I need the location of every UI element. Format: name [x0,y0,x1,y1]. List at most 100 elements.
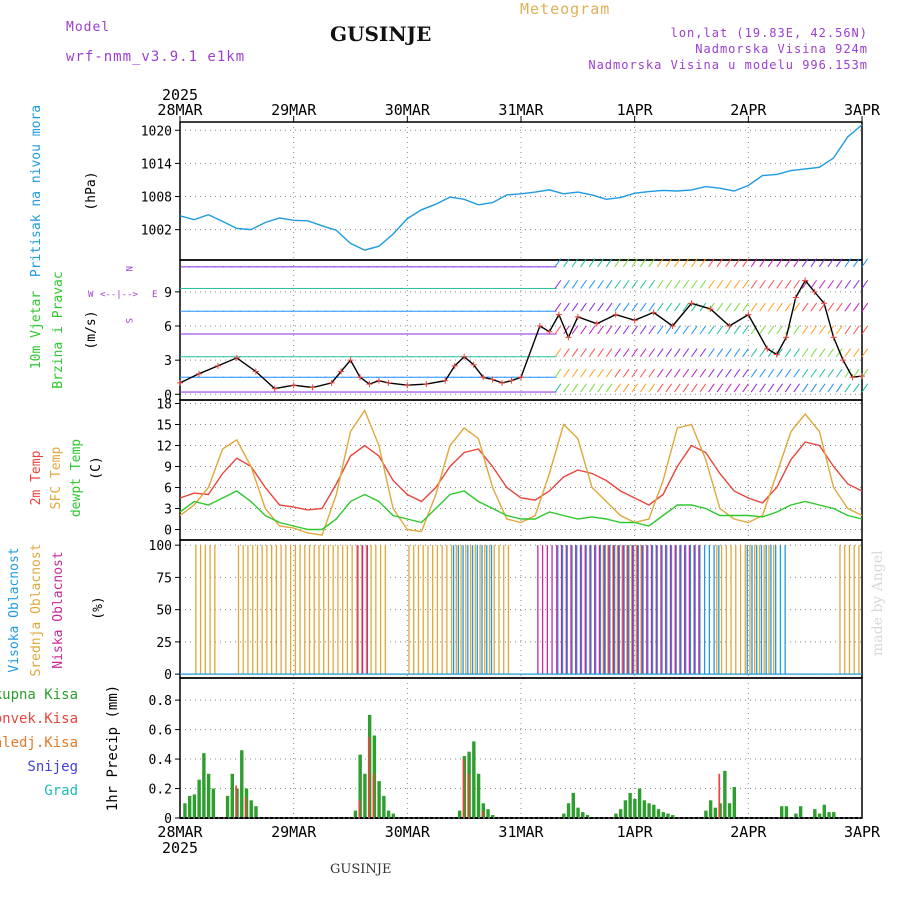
wind-barb [648,348,656,358]
wind-barb [656,258,664,268]
precip-bar-total [363,773,367,818]
compass-s: S [123,318,133,323]
wind-barb [699,383,707,393]
cloud-bar-mid [839,545,841,675]
wind-speed-marker [593,320,600,327]
wind-barb [656,383,664,393]
cloud-bar-low [646,545,648,675]
cloud-bar-high [599,545,602,675]
wind-speed-marker [669,323,676,330]
date-label-top: 1APR [617,101,654,119]
cloud-bar-mid [304,545,306,675]
wind-barb [853,302,860,312]
cloud-bar-mid [474,545,476,675]
wind-barb [742,368,749,378]
wind-barb [580,302,587,312]
precip-legend: Ukupna Kisa Konvek.Kisa Zaledj.Kisa Snijeg G… [0,687,78,799]
y-tick-label: 0.4 [149,753,173,768]
cloud-bar-high [680,545,682,675]
precip-bar-total [832,812,836,818]
wind-barb [725,348,732,358]
wind-barb [801,368,809,378]
precip-bar-total [633,798,637,818]
precip-bar-total [708,800,713,818]
y-tick-label: 1014 [141,157,172,172]
wind-barb [571,325,579,335]
cloud-bar-high [751,545,753,675]
wind-barb [674,302,681,312]
cloud-bar-high [685,545,687,675]
wind-barb [605,368,613,378]
wind-barb [818,258,826,268]
wind-barb [844,279,852,289]
cloud-bar-mid [294,545,296,675]
precip-bar-total [784,806,789,818]
wind-barb [784,279,792,289]
wind-barb [784,258,792,268]
date-label-top: 29MAR [271,101,317,119]
product-name: Meteogram [520,0,611,18]
cloud-bar-mid [237,545,240,675]
cloud-bar-mid [360,545,363,675]
precip-bar-total [391,813,396,818]
y-tick-label: 25 [156,636,172,651]
cloud-bar-low [556,545,558,675]
wind-barb [708,383,715,393]
wind-speed-marker [849,374,856,381]
wind-barb [750,368,758,378]
wind-speed-marker [536,323,543,330]
wind-barb [691,258,698,268]
y-tick-label: 15 [156,419,172,434]
cloud-bar-mid [436,545,439,675]
date-label-bottom: 29MAR [271,823,317,841]
cloud-bar-high [566,545,568,675]
temp-line-0 [179,441,863,511]
wind-barb [810,368,817,378]
cloud-bar-mid [413,545,415,675]
cloud-bar-mid [716,545,718,675]
precip-bar-total [642,800,647,818]
credit-watermark: made by Angel [870,550,886,657]
wind-barb [682,302,690,312]
cloud-bar-high [661,545,663,675]
wind-barb [827,348,835,358]
wind-speed-marker [385,379,392,386]
cloud-bar-low [674,545,676,675]
precip-bar-total [206,773,211,818]
wind-barb [733,279,741,289]
cloud-bar-mid [346,545,349,675]
cloud-bar-high [713,545,715,675]
wind-barb [776,258,783,268]
wind-barb [827,325,835,335]
wind-barb [844,383,852,393]
precip-bar-total [183,803,187,818]
location-text: lon,lat (19.83E, 42.56N) [670,26,868,40]
cloud-bar-mid [417,545,420,675]
precip-bar-total [249,800,253,818]
wind-barb [853,258,860,268]
cloud-bar-high [675,545,677,675]
wind-speed-marker [631,317,638,324]
cloud-bar-low [560,545,563,675]
wind-barb [836,325,843,335]
wind-barb [563,383,570,393]
wind-speed-marker [726,323,733,330]
wind-barb [810,348,817,358]
precip-bar-total [457,810,462,818]
wind-barb [742,302,749,312]
precip-bar-total [732,787,737,818]
date-label-top: 31MAR [498,101,544,119]
wind-barb [580,325,587,335]
cloud-bar-high [642,545,644,675]
wind-barb [759,302,766,312]
cloud-bar-low [684,545,686,675]
wind-barb [861,279,869,289]
wind-barb [614,302,621,312]
wind-barb [674,348,681,358]
precip-legend-item: Ukupna Kisa [0,687,78,703]
precip-bar-total [254,806,258,818]
wind-speed-marker [499,379,506,386]
wind-barb [563,348,570,358]
wind-speed-marker [546,328,553,335]
precip-bar-total [628,792,632,818]
